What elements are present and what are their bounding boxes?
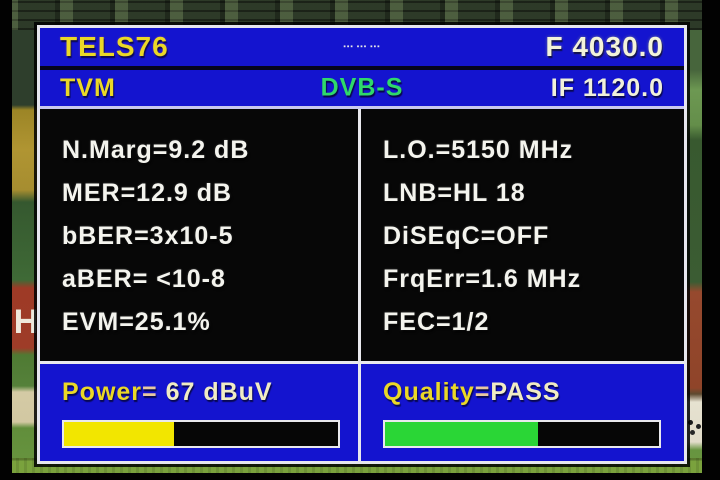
bottom-black-border xyxy=(0,473,720,480)
right-black-border xyxy=(702,0,720,480)
equals-sign: = xyxy=(435,136,452,164)
measurement-value: <10-8 xyxy=(148,265,226,293)
provider-name: TVM xyxy=(60,73,116,102)
quality-bar-fill xyxy=(385,422,539,446)
measurement-row-frqerr: FrqErr=1.6 MHz xyxy=(361,258,684,301)
measurement-row-aber: aBER= <10-8 xyxy=(40,258,358,301)
measurement-label: N.Marg xyxy=(62,136,153,164)
column-divider xyxy=(358,364,361,461)
if-frequency-readout: IF 1120.0 xyxy=(550,73,664,102)
gauge-panel: Power= 67 dBuV Quality=PASS xyxy=(40,364,684,461)
signal-standard: DVB-S xyxy=(320,73,404,102)
gauge-panel-divider xyxy=(40,361,684,364)
equals-sign: = xyxy=(119,308,135,336)
measurement-row-mer: MER=12.9 dB xyxy=(40,172,358,215)
measurement-value: 12.9 dB xyxy=(136,179,233,207)
equals-sign: = xyxy=(132,265,149,293)
equals-sign: = xyxy=(436,308,452,336)
measurement-label: LNB xyxy=(383,179,438,207)
measurement-label: bBER xyxy=(62,222,135,250)
quality-value: PASS xyxy=(490,378,561,406)
measurement-value: 9.2 dB xyxy=(168,136,250,164)
quality-bar-track xyxy=(383,420,661,448)
equals-sign: = xyxy=(152,136,169,164)
meter-screen: TELS76 ▪▪▪ ▪▪▪ ▪▪▪ F 4030.0 TVM DVB-S IF… xyxy=(37,25,687,464)
measurement-value: 3x10-5 xyxy=(149,222,234,250)
subheader-bar: TVM DVB-S IF 1120.0 xyxy=(40,70,684,106)
measurement-value: HL 18 xyxy=(453,179,526,207)
measurements-panel: N.Marg=9.2 dB MER=12.9 dB bBER=3x10-5 aB… xyxy=(40,109,684,361)
equals-sign: = xyxy=(120,179,137,207)
right-background-marks xyxy=(688,420,693,425)
quality-label: Quality xyxy=(383,378,475,406)
power-value: 67 dBuV xyxy=(157,378,273,406)
measurement-value: 5150 MHz xyxy=(451,136,574,164)
measurement-value: OFF xyxy=(496,222,550,250)
equals-sign: = xyxy=(480,222,497,250)
left-sign-letter: H xyxy=(13,303,39,341)
measurement-row-nmarg: N.Marg=9.2 dB xyxy=(40,129,358,172)
measurement-row-lo: L.O.=5150 MHz xyxy=(361,129,684,172)
header-bar: TELS76 ▪▪▪ ▪▪▪ ▪▪▪ F 4030.0 xyxy=(40,28,684,66)
measurement-label: EVM xyxy=(62,308,120,336)
measurement-row-evm: EVM=25.1% xyxy=(40,301,358,344)
channel-title: TELS76 xyxy=(60,31,169,62)
measurement-label: aBER xyxy=(62,265,133,293)
measurement-label: MER xyxy=(62,179,121,207)
measurement-label: FEC xyxy=(383,308,436,336)
measurement-label: DiSEqC xyxy=(383,222,481,250)
header-divider xyxy=(40,66,684,70)
power-bar-track xyxy=(62,420,340,448)
frequency-readout: F 4030.0 xyxy=(545,31,664,62)
measurement-row-diseqc: DiSEqC=OFF xyxy=(361,215,684,258)
measurements-left-column: N.Marg=9.2 dB MER=12.9 dB bBER=3x10-5 aB… xyxy=(40,109,358,361)
measurements-right-column: L.O.=5150 MHz LNB=HL 18 DiSEqC=OFF FrqEr… xyxy=(361,109,684,361)
measurement-row-fec: FEC=1/2 xyxy=(361,301,684,344)
measurement-value: 1.6 MHz xyxy=(481,265,582,293)
measurement-label: L.O. xyxy=(383,136,436,164)
power-gauge-cell: Power= 67 dBuV xyxy=(40,364,358,461)
equals-sign: = xyxy=(465,265,482,293)
measurement-row-bber: bBER=3x10-5 xyxy=(40,215,358,258)
measurement-value: 1/2 xyxy=(451,308,490,336)
subheader-divider xyxy=(40,106,684,109)
equals-sign: = xyxy=(474,378,491,406)
equals-sign: = xyxy=(437,179,453,207)
left-black-border xyxy=(0,0,12,480)
signal-marks-indicator: ▪▪▪ ▪▪▪ ▪▪▪ xyxy=(343,43,381,51)
column-divider xyxy=(358,109,361,361)
equals-sign: = xyxy=(134,222,150,250)
measurement-value: 25.1% xyxy=(134,308,211,336)
measurement-row-lnb: LNB=HL 18 xyxy=(361,172,684,215)
equals-sign: = xyxy=(142,378,158,406)
power-bar-fill xyxy=(64,422,174,446)
quality-gauge-cell: Quality=PASS xyxy=(361,364,684,461)
quality-readout: Quality=PASS xyxy=(383,378,684,407)
measurement-label: FrqErr xyxy=(383,265,466,293)
power-readout: Power= 67 dBuV xyxy=(62,378,358,407)
right-background-strip xyxy=(686,30,706,480)
power-label: Power xyxy=(62,378,143,406)
